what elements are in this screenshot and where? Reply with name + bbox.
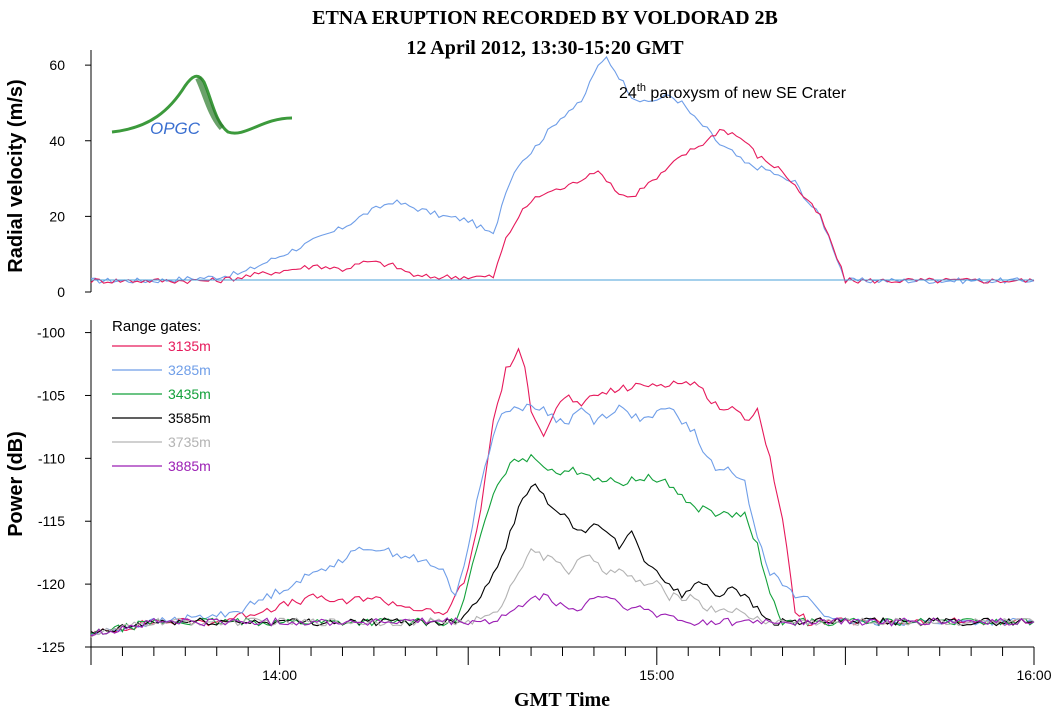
- legend-title: Range gates:: [112, 318, 201, 335]
- chart-title-line1: ETNA ERUPTION RECORDED BY VOLDORAD 2B: [312, 7, 778, 29]
- logo-mountain-swoosh: [111, 74, 293, 135]
- opgc-logo: OPGC: [111, 74, 293, 138]
- y-tick-label-0-2: 40: [49, 133, 65, 149]
- logo-text: OPGC: [150, 119, 201, 138]
- legend-label-3885m: 3885m: [168, 458, 211, 474]
- legend: Range gates: 3135m 3285m 3435m 3585m 3735m 38…: [112, 318, 211, 474]
- series-line-1-3435m: [90, 453, 1035, 635]
- chart-title-line2: 12 April 2012, 13:30-15:20 GMT: [406, 37, 684, 59]
- y-tick-label-0-0: 0: [57, 284, 65, 300]
- legend-label-3585m: 3585m: [168, 410, 211, 426]
- legend-label-3285m: 3285m: [168, 362, 211, 378]
- legend-label-3735m: 3735m: [168, 434, 211, 450]
- series-line-0-3285m: [90, 56, 1035, 285]
- x-tick-label-1: 15:00: [639, 667, 674, 683]
- y-tick-label-1-1: -120: [37, 576, 65, 592]
- series-line-0-3135m: [90, 128, 1035, 285]
- x-tick-label-2: 16:00: [1016, 667, 1051, 683]
- y-tick-label-1-0: -125: [37, 639, 65, 655]
- y-tick-label-1-2: -115: [38, 513, 65, 529]
- legend-label-3435m: 3435m: [168, 386, 211, 402]
- y-tick-label-1-3: -110: [38, 450, 65, 466]
- y-tick-label-0-3: 60: [49, 57, 65, 73]
- legend-label-3135m: 3135m: [168, 338, 211, 354]
- power-axis-label: Power (dB): [5, 431, 27, 537]
- logo-mountain-highlight: [195, 76, 225, 131]
- x-tick-label-0: 14:00: [262, 667, 297, 683]
- velocity-panel: 0 20 40 60 Radial velocity (m/s) 24th parox…: [5, 50, 1035, 300]
- velocity-axis-label: Radial velocity (m/s): [5, 79, 27, 272]
- series-line-1-3885m: [90, 593, 1035, 637]
- series-line-1-3285m: [90, 403, 1035, 636]
- y-tick-label-1-5: -100: [37, 325, 65, 341]
- y-tick-label-1-4: -105: [37, 387, 65, 403]
- series-line-1-3735m: [90, 548, 1035, 638]
- y-tick-label-0-1: 20: [49, 208, 65, 224]
- time-axis-label: GMT Time: [514, 689, 610, 711]
- paroxysm-annotation: 24th paroxysm of new SE Crater: [619, 82, 847, 102]
- series-line-1-3135m: [90, 347, 1035, 638]
- power-panel: -125 -120 -115 -110 -105 -100 14:00 15:00 16:00…: [5, 318, 1052, 711]
- series-line-1-3585m: [90, 483, 1035, 635]
